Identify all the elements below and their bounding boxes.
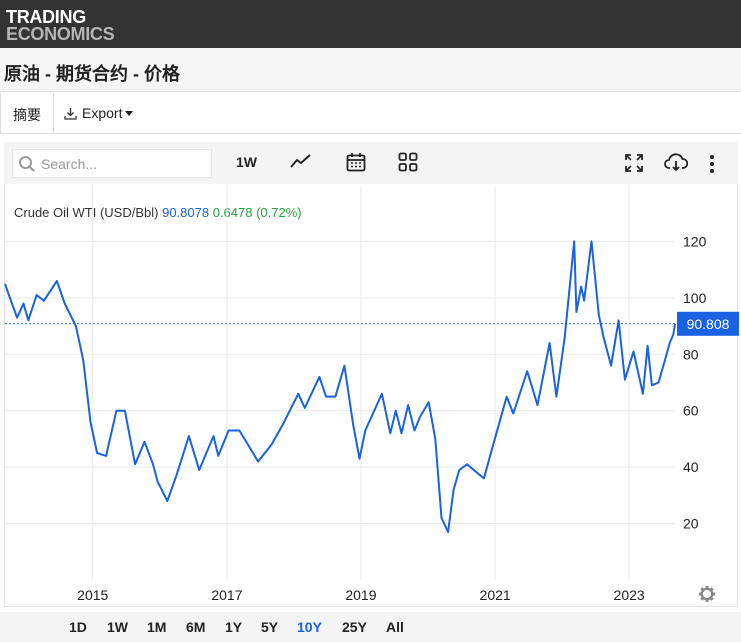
fullscreen-icon[interactable] (624, 153, 644, 179)
page-title: 原油 - 期货合约 - 价格 (4, 64, 180, 84)
logo-line1: TRADING (6, 7, 86, 27)
x-tick-label: 2021 (480, 587, 511, 603)
y-tick-label: 120 (683, 233, 707, 249)
legend-series-name: Crude Oil WTI (USD/Bbl) (14, 205, 159, 220)
range-button-6m[interactable]: 6M (186, 619, 206, 635)
range-button-25y[interactable]: 25Y (342, 619, 367, 635)
search-icon (18, 155, 36, 178)
gear-icon[interactable] (699, 586, 715, 602)
chart-container (4, 142, 738, 607)
y-tick-label: 40 (683, 459, 699, 475)
legend-change: 0.6478 (0.72%) (212, 205, 302, 220)
range-button-10y[interactable]: 10Y (297, 619, 322, 635)
x-tick-label: 2023 (614, 587, 645, 603)
line-chart-icon[interactable] (290, 153, 312, 179)
last-price-label: 90.808 (687, 316, 730, 332)
last-price-tag (677, 311, 739, 336)
chart-legend: Crude Oil WTI (USD/Bbl) 90.8078 0.6478 (… (14, 205, 302, 220)
top-header: TRADING ECONOMICS (0, 0, 741, 48)
search-input[interactable] (41, 154, 206, 174)
x-tick-label: 2015 (77, 587, 108, 603)
tab-bar: 摘要 Export (0, 92, 741, 134)
trading-economics-logo[interactable]: TRADING ECONOMICS (6, 7, 115, 44)
range-button-1w[interactable]: 1W (107, 619, 128, 635)
range-selector: 1D 1W 1M 6M 1Y 5Y 10Y 25Y All (0, 612, 741, 642)
price-line (4, 240, 676, 533)
chart-toolbar: 1W (4, 142, 738, 184)
y-tick-label: 60 (683, 403, 699, 419)
title-bar: 原油 - 期货合约 - 价格 (0, 48, 741, 92)
chevron-down-icon (125, 111, 134, 116)
y-tick-label: 100 (683, 290, 707, 306)
range-button-5y[interactable]: 5Y (261, 619, 279, 635)
range-button-1d[interactable]: 1D (69, 619, 87, 635)
range-button-1m[interactable]: 1M (147, 619, 167, 635)
logo-line2: ECONOMICS (6, 24, 115, 44)
download-icon (64, 94, 77, 136)
export-dropdown[interactable]: Export (64, 92, 134, 136)
more-vertical-icon[interactable] (708, 154, 716, 180)
x-tick-label: 2019 (345, 587, 376, 603)
price-chart[interactable]: 20 40 60 80 100 120 2015 2017 2019 2021 2023 90.808 (0, 0, 741, 612)
grid-icon[interactable] (398, 152, 418, 178)
calendar-icon[interactable] (346, 152, 366, 178)
range-button-1y[interactable]: 1Y (225, 619, 243, 635)
y-tick-label: 20 (683, 516, 699, 532)
interval-button[interactable]: 1W (236, 154, 257, 170)
cloud-download-icon[interactable] (664, 153, 689, 179)
search-box (12, 149, 212, 178)
tab-summary[interactable]: 摘要 (0, 92, 54, 134)
x-tick-label: 2017 (211, 587, 242, 603)
range-button-all[interactable]: All (386, 619, 404, 635)
export-label: Export (82, 105, 123, 121)
legend-price: 90.8078 (162, 205, 210, 220)
y-tick-label: 80 (683, 346, 699, 362)
